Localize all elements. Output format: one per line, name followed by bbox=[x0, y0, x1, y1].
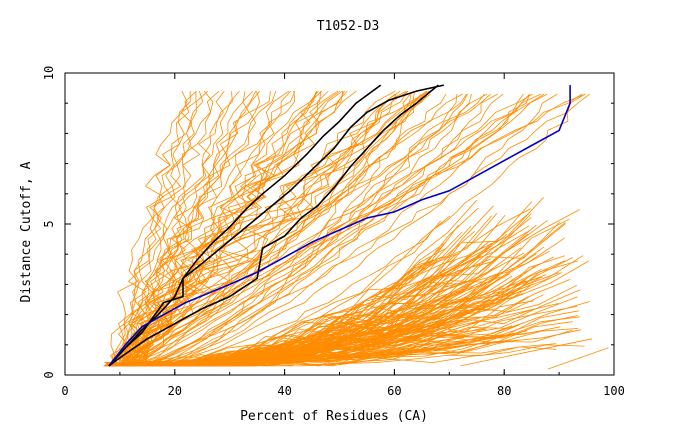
model-curve bbox=[155, 93, 498, 367]
model-curve bbox=[110, 90, 209, 366]
model-curve bbox=[144, 94, 458, 367]
model-curve bbox=[126, 90, 348, 367]
model-curve bbox=[129, 90, 341, 366]
model-curve bbox=[142, 93, 530, 367]
model-curve bbox=[110, 90, 188, 367]
model-curve bbox=[135, 94, 412, 367]
y-tick-label: 5 bbox=[42, 220, 56, 227]
chart-title: T1052-D3 bbox=[317, 19, 380, 34]
model-curve bbox=[133, 224, 459, 365]
model-curve bbox=[127, 93, 396, 367]
model-curve bbox=[108, 90, 290, 367]
model-curve bbox=[133, 93, 504, 367]
y-tick-label: 10 bbox=[42, 66, 56, 80]
model-curve bbox=[127, 90, 345, 367]
reference-curve-1 bbox=[108, 84, 444, 367]
model-curve bbox=[140, 93, 530, 367]
model-curve bbox=[128, 91, 296, 367]
model-curve bbox=[126, 93, 548, 367]
x-tick-label: 0 bbox=[61, 384, 68, 398]
model-curve bbox=[120, 209, 580, 367]
model-curve bbox=[121, 93, 397, 367]
model-curve bbox=[127, 224, 537, 366]
model-curve bbox=[129, 90, 338, 366]
model-curve bbox=[124, 91, 233, 366]
model-curve bbox=[127, 90, 409, 367]
model-curve bbox=[131, 90, 261, 366]
model-curve bbox=[109, 237, 565, 365]
model-curve bbox=[134, 90, 214, 367]
model-curve bbox=[124, 90, 204, 366]
x-tick-label: 100 bbox=[603, 384, 625, 398]
y-axis-label: Distance Cutoff, A bbox=[19, 161, 34, 302]
model-curve bbox=[112, 321, 573, 367]
model-curve bbox=[118, 90, 318, 367]
model-curve bbox=[154, 93, 533, 367]
model-curve bbox=[118, 90, 254, 366]
ticks-group: 0 20 40 60 80 100 0 5 10 bbox=[42, 66, 625, 398]
model-curve bbox=[132, 93, 545, 367]
x-tick-label: 40 bbox=[277, 384, 291, 398]
model-curve bbox=[125, 272, 562, 367]
model-curve bbox=[547, 347, 609, 370]
model-curve bbox=[127, 275, 513, 367]
model-curve bbox=[126, 93, 488, 367]
model-curve bbox=[460, 338, 593, 367]
model-curve bbox=[114, 90, 277, 366]
x-tick-label: 20 bbox=[168, 384, 182, 398]
model-curves-group bbox=[103, 90, 609, 370]
model-curve bbox=[123, 91, 322, 367]
reference-curve-0 bbox=[108, 84, 382, 367]
model-curve bbox=[166, 93, 558, 367]
x-tick-label: 80 bbox=[497, 384, 511, 398]
model-curve bbox=[110, 91, 271, 367]
y-tick-label: 0 bbox=[42, 371, 56, 378]
model-curve bbox=[121, 93, 431, 367]
model-curve bbox=[104, 197, 544, 367]
x-axis-label: Percent of Residues (CA) bbox=[240, 409, 428, 424]
model-curve bbox=[120, 93, 467, 367]
model-curve bbox=[168, 93, 426, 367]
x-tick-label: 60 bbox=[387, 384, 401, 398]
reference-curves-group bbox=[108, 84, 571, 367]
reference-curve-2 bbox=[108, 84, 439, 367]
model-curve bbox=[136, 90, 319, 367]
model-curve bbox=[123, 93, 541, 367]
model-curve bbox=[119, 91, 191, 366]
highlight-curve-3 bbox=[108, 85, 571, 367]
model-curve bbox=[143, 93, 586, 367]
